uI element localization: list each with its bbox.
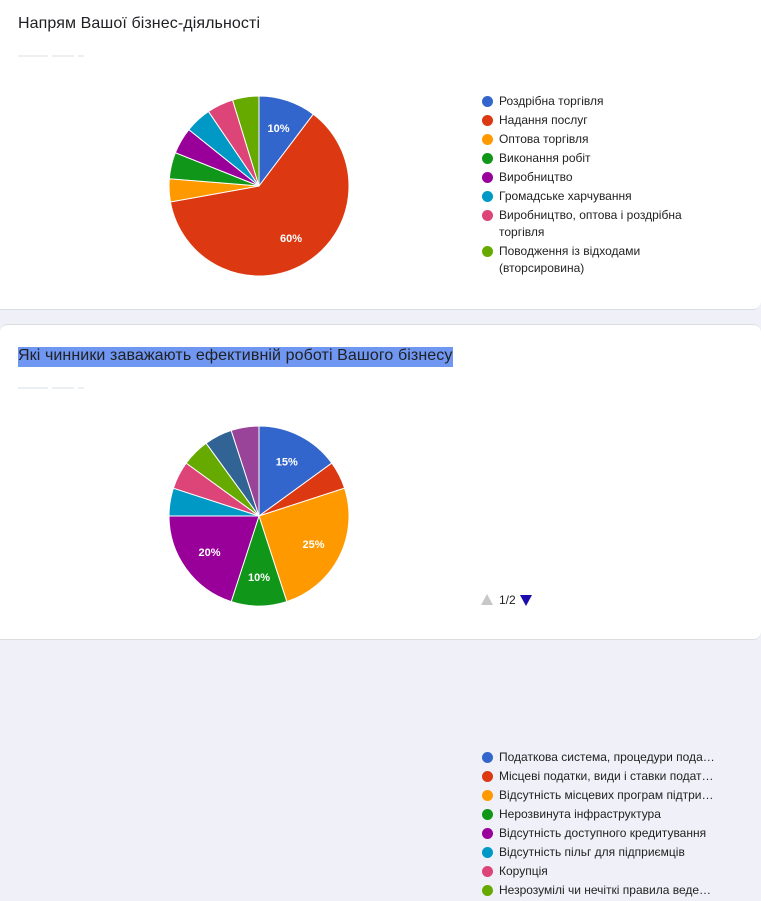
legend-item: Виробництво, оптова і роздрібна торгівля xyxy=(482,207,722,241)
response-count-placeholder xyxy=(18,387,108,397)
pie-slice[interactable] xyxy=(230,425,260,517)
pie-slice[interactable] xyxy=(168,515,260,603)
legend-label: Оптова торгівля xyxy=(499,132,589,146)
legend-swatch xyxy=(482,847,493,858)
pie-slice[interactable] xyxy=(258,425,333,517)
legend-item: Місцеві податки, види і ставки подат… xyxy=(482,768,717,785)
legend-swatch xyxy=(482,885,493,896)
legend-label: Відсутність місцевих програм підтри… xyxy=(499,788,714,802)
legend-item: Нерозвинута інфраструктура xyxy=(482,806,717,823)
next-page-icon[interactable] xyxy=(520,595,532,606)
legend-swatch xyxy=(482,210,493,221)
legend-swatch xyxy=(482,153,493,164)
response-count-placeholder xyxy=(18,55,108,65)
legend-label: Відсутність пільг для підприємців xyxy=(499,845,685,859)
chart-legend: Роздрібна торгівля Надання послуг Оптова т… xyxy=(482,93,722,279)
legend-label: Відсутність доступного кредитування xyxy=(499,826,707,840)
question-title: Які чинники заважають ефективній роботі … xyxy=(18,347,454,367)
legend-item: Роздрібна торгівля xyxy=(482,93,722,110)
chart-legend: Податкова система, процедури пода… Місцев… xyxy=(482,749,717,901)
pie-chart: 10% 60% xyxy=(168,95,350,277)
question-card-business-direction: Напрям Вашої бізнес-діяльності Роздрібна… xyxy=(0,0,761,310)
legend-swatch xyxy=(482,828,493,839)
pie-slice[interactable] xyxy=(231,95,260,187)
legend-item: Виконання робіт xyxy=(482,150,722,167)
legend-item: Надання послуг xyxy=(482,112,722,129)
legend-item: Відсутність доступного кредитування xyxy=(482,825,717,842)
legend-swatch xyxy=(482,191,493,202)
legend-label: Податкова система, процедури пода… xyxy=(499,750,715,764)
legend-item: Виробництво xyxy=(482,169,722,186)
pie-slice[interactable] xyxy=(258,487,350,603)
legend-label: Нерозвинута інфраструктура xyxy=(499,807,661,821)
legend-item: Відсутність місцевих програм підтри… xyxy=(482,787,717,804)
slice-value-label: 60% xyxy=(280,233,302,245)
legend-item: Незрозумілі чи нечіткі правила веде… xyxy=(482,882,717,899)
legend-item: Відсутність пільг для підприємців xyxy=(482,844,717,861)
legend-swatch xyxy=(482,866,493,877)
legend-item: Податкова система, процедури пода… xyxy=(482,749,717,766)
legend-item: Оптова торгівля xyxy=(482,131,722,148)
legend-label: Надання послуг xyxy=(499,113,588,127)
legend-swatch xyxy=(482,115,493,126)
legend-swatch xyxy=(482,752,493,763)
legend-label: Виробництво xyxy=(499,170,573,184)
legend-label: Виконання робіт xyxy=(499,151,591,165)
legend-label: Виробництво, оптова і роздрібна торгівля xyxy=(499,208,682,239)
page-indicator: 1/2 xyxy=(499,593,516,607)
previous-page-icon[interactable] xyxy=(481,594,493,605)
legend-swatch xyxy=(482,96,493,107)
legend-swatch xyxy=(482,246,493,257)
legend-swatch xyxy=(482,809,493,820)
slice-value-label: 10% xyxy=(267,123,289,135)
legend-label: Місцеві податки, види і ставки подат… xyxy=(499,769,714,783)
legend-swatch xyxy=(482,134,493,145)
legend-label: Поводження із відходами (вторсировина) xyxy=(499,244,641,275)
pie-chart: 15% 25% 10% 20% xyxy=(168,425,350,607)
slice-value-label: 10% xyxy=(248,572,270,584)
legend-swatch xyxy=(482,790,493,801)
slice-value-label: 20% xyxy=(198,547,220,559)
legend-swatch xyxy=(482,771,493,782)
legend-item: Корупція xyxy=(482,863,717,880)
legend-label: Незрозумілі чи нечіткі правила веде… xyxy=(499,883,712,897)
question-title: Напрям Вашої бізнес-діяльності xyxy=(18,15,261,32)
legend-label: Громадське харчування xyxy=(499,189,632,203)
legend-swatch xyxy=(482,172,493,183)
pie-slice[interactable] xyxy=(169,113,350,277)
slice-value-label: 15% xyxy=(276,457,298,469)
legend-label: Корупція xyxy=(499,864,548,878)
question-card-business-obstacles: Які чинники заважають ефективній роботі … xyxy=(0,324,761,897)
slice-value-label: 25% xyxy=(302,539,324,551)
legend-item: Громадське харчування xyxy=(482,188,722,205)
legend-label: Роздрібна торгівля xyxy=(499,94,604,108)
legend-item: Поводження із відходами (вторсировина) xyxy=(482,243,722,277)
